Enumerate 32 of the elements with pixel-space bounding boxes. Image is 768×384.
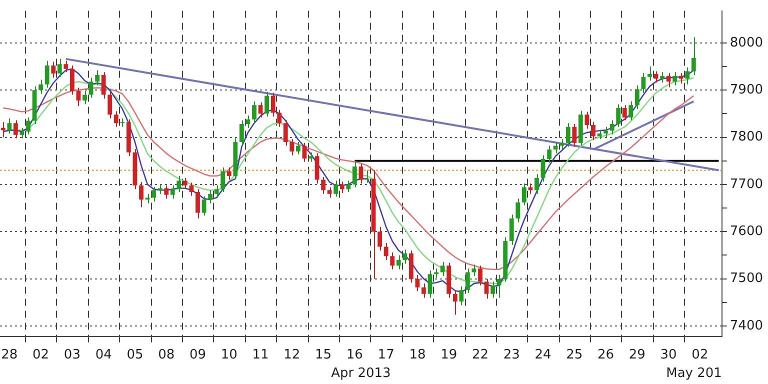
x-tick-label: 22 xyxy=(472,348,489,363)
x-tick-label: 25 xyxy=(566,348,583,363)
x-tick-label: 11 xyxy=(252,348,269,363)
y-tick-label: 7900 xyxy=(730,82,764,98)
x-tick-label: 09 xyxy=(189,348,206,363)
x-tick-label: 02 xyxy=(32,348,50,363)
x-tick-label: 29 xyxy=(628,348,646,363)
x-tick-label: 08 xyxy=(158,348,175,363)
x-tick-label: 05 xyxy=(126,348,144,363)
text: Apr 2013 xyxy=(331,366,391,381)
y-tick-label: 7400 xyxy=(730,318,764,334)
x-tick-label: 04 xyxy=(95,348,112,363)
x-tick-label: 10 xyxy=(220,348,238,363)
y-tick-label: 7800 xyxy=(730,130,764,145)
x-tick-label: 19 xyxy=(440,348,458,363)
x-tick-label: 18 xyxy=(409,348,426,363)
y-tick-label: 7500 xyxy=(730,271,764,286)
x-tick-label: 15 xyxy=(315,348,332,363)
x-tick-label: 24 xyxy=(534,348,552,363)
y-tick-label: 8000 xyxy=(730,35,764,50)
y-tick-label: 7600 xyxy=(730,224,764,240)
x-tick-label: 28 xyxy=(1,348,18,363)
x-tick-label: 02 xyxy=(692,348,708,363)
x-tick-label: 12 xyxy=(284,348,300,363)
x-tick-label: 30 xyxy=(660,348,677,363)
x-tick-label: 23 xyxy=(503,348,520,363)
text: May 201 xyxy=(666,366,722,381)
y-tick-label: 7700 xyxy=(730,176,764,192)
x-tick-label: 16 xyxy=(346,348,363,363)
x-tick-label: 03 xyxy=(64,348,80,363)
x-tick-label: 26 xyxy=(598,348,614,363)
x-tick-label: 17 xyxy=(378,348,394,363)
